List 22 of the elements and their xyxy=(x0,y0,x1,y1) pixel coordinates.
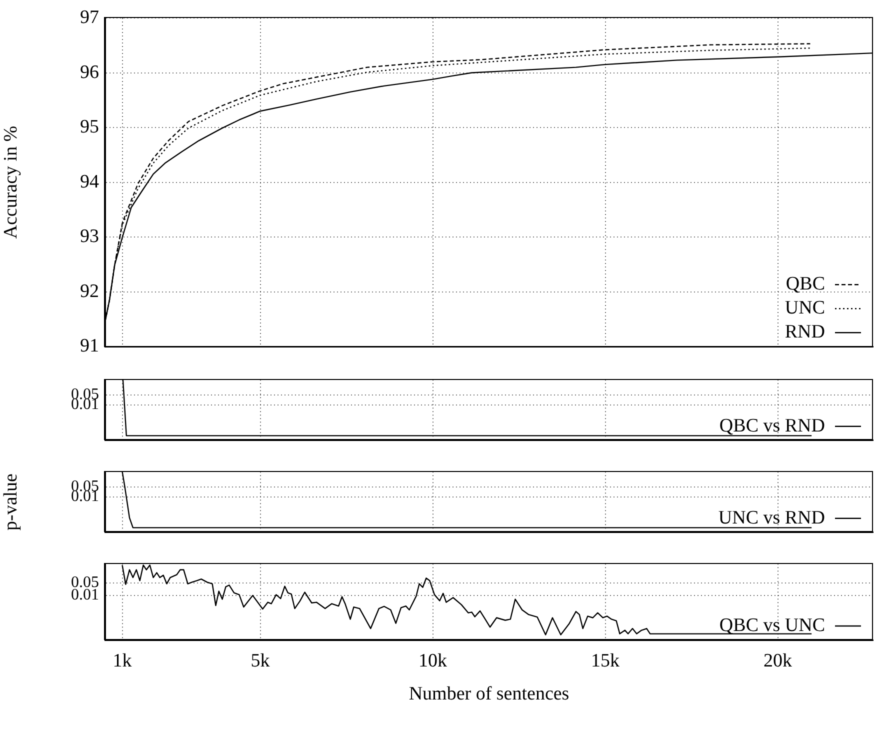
x-tick-label: 1k xyxy=(112,650,132,672)
x-tick-label: 10k xyxy=(418,650,448,672)
x-tick-label: 15k xyxy=(591,650,620,672)
y-axis-title: p-value xyxy=(0,474,22,530)
legend-label: QBC vs UNC xyxy=(719,614,825,636)
y-tick-label: 91 xyxy=(80,336,99,357)
legend-label: UNC vs RND xyxy=(718,507,825,528)
legend-label: UNC xyxy=(784,298,825,319)
y-tick-label: 92 xyxy=(80,280,99,302)
y-tick-label: 97 xyxy=(80,6,99,28)
x-tick-label: 5k xyxy=(250,650,270,672)
legend-label: QBC vs RND xyxy=(719,415,825,436)
y-tick-label: 96 xyxy=(80,62,99,83)
y-tick-label: 94 xyxy=(80,171,100,192)
y-axis-title: Accuracy in % xyxy=(0,126,22,239)
legend-label: QBC xyxy=(786,274,825,295)
y-tick-label: 0.01 xyxy=(71,586,99,604)
legend-label: RND xyxy=(784,322,825,343)
y-tick-label: 95 xyxy=(80,116,99,138)
y-tick-label: 93 xyxy=(80,226,99,248)
x-tick-label: 20k xyxy=(764,650,793,672)
x-axis-title: Number of sentences xyxy=(408,684,570,705)
